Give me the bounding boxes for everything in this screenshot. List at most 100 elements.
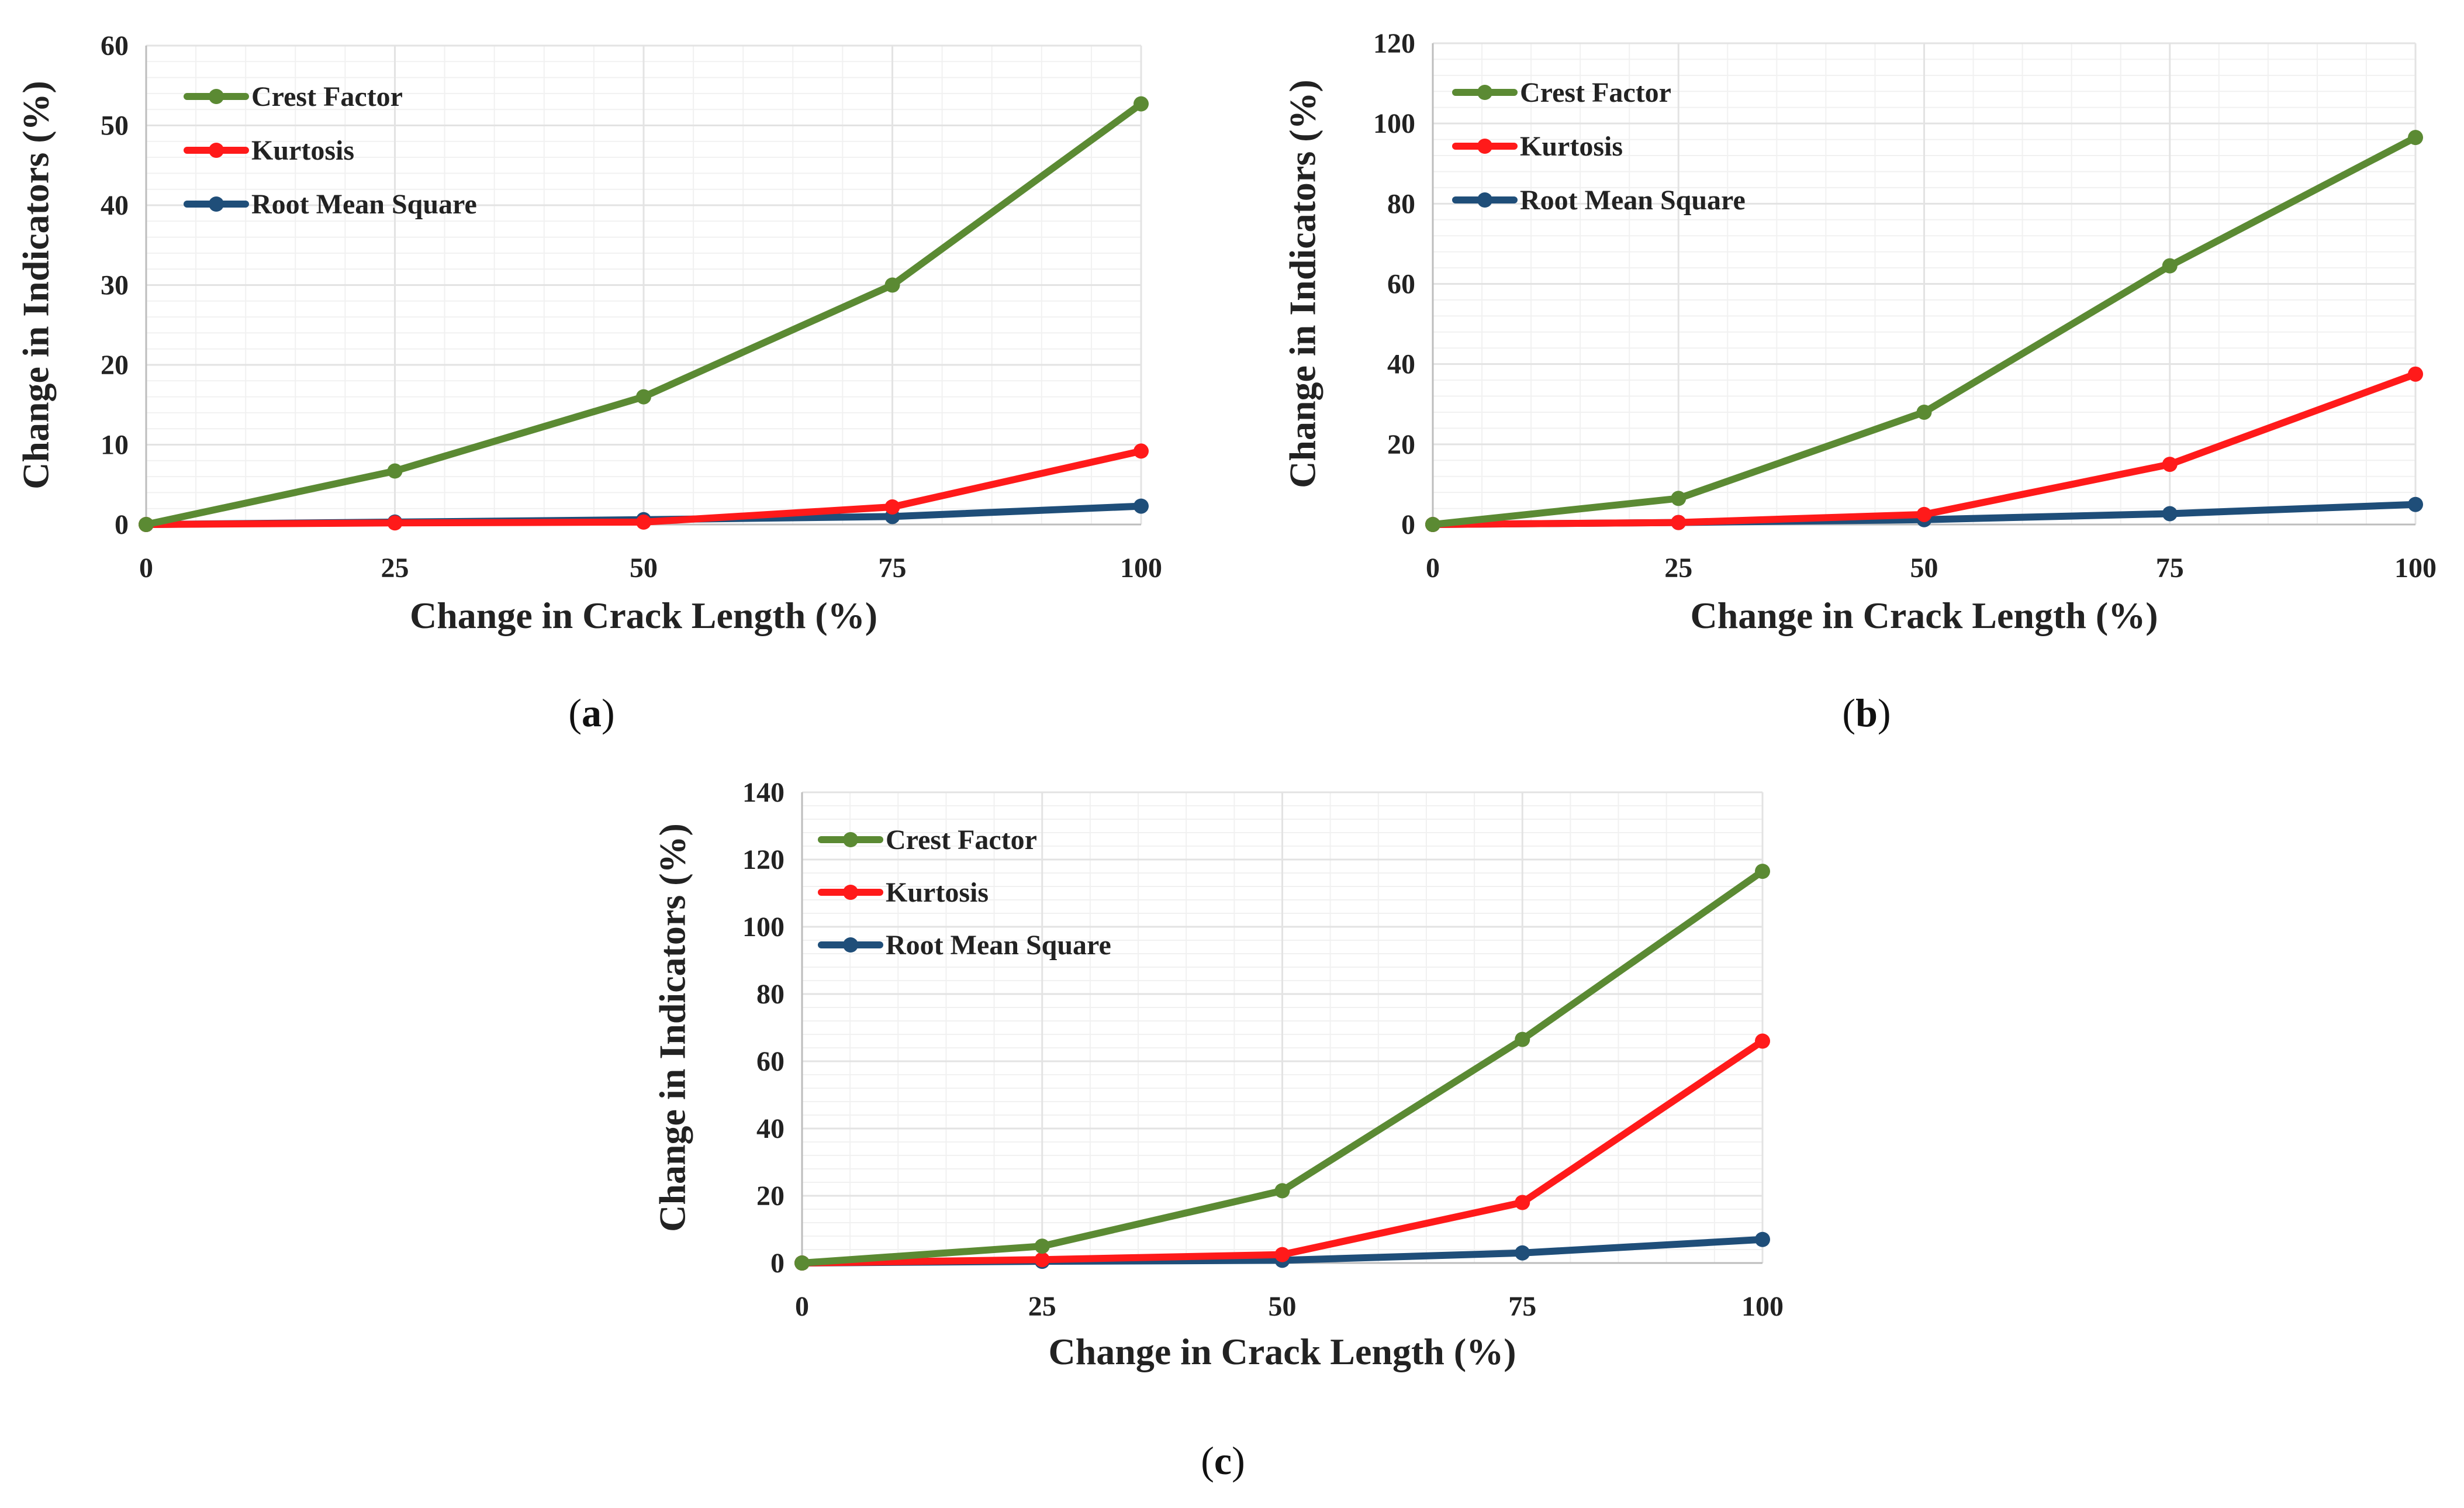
data-point [1515,1245,1530,1261]
legend-label: Kurtosis [1520,131,1623,162]
x-tick-label: 50 [630,553,658,584]
x-tick-label: 25 [1664,553,1692,584]
data-point [1671,515,1687,530]
data-point [387,463,403,479]
y-tick-label: 40 [1387,349,1415,380]
data-point [2162,506,2178,522]
legend-swatch-marker [209,196,224,212]
y-tick-label: 80 [756,979,785,1010]
legend-item: Root Mean Square [1452,185,1746,216]
legend-item: Root Mean Square [818,930,1111,961]
y-tick-label: 20 [101,350,129,381]
series-kurtosis [139,443,1149,532]
y-tick-label: 40 [101,190,129,221]
series-crest-factor [139,96,1149,532]
legend: Crest Factor Kurtosis Root Mean Square [1452,77,1746,216]
chart-a: 0 10 20 30 40 50 60 0 25 50 75 100 Change in Crack L… [15,30,1162,735]
x-tick-label: 100 [2394,553,2437,584]
legend-item: Crest Factor [818,824,1037,855]
x-tick-label: 75 [879,553,907,584]
y-tick-label: 100 [742,912,785,943]
chart-b: 0 20 40 60 80 100 120 0 25 50 75 100 Change in Crack… [1282,28,2437,735]
data-point [1274,1183,1290,1199]
legend-swatch-marker [1477,192,1492,208]
data-point [1133,96,1149,112]
y-tick-label: 0 [770,1248,785,1279]
data-point [139,517,154,532]
data-point [2408,496,2423,512]
panel-label: (a) [568,691,614,735]
legend-swatch-marker [843,937,858,953]
panel-label-letter: b [1855,691,1878,735]
x-tick-label: 100 [1741,1291,1784,1322]
data-point [1034,1252,1050,1268]
x-tick-label: 0 [1426,553,1440,584]
y-tick-label: 60 [1387,269,1415,300]
panel-label-letter: c [1214,1438,1232,1483]
y-tick-label: 100 [1373,108,1415,139]
legend-item: Crest Factor [184,81,403,112]
y-tick-label: 10 [101,430,129,461]
legend-swatch-marker [1477,85,1492,100]
legend-item: Kurtosis [184,135,354,166]
data-point [1916,506,1932,522]
data-point [1274,1247,1290,1262]
data-point [2408,130,2423,146]
data-point [1755,1231,1770,1247]
data-point [1034,1238,1050,1254]
y-tick-label: 0 [115,509,129,540]
legend-label: Root Mean Square [251,189,477,220]
x-tick-label: 0 [139,553,153,584]
panel-label-letter: a [582,691,602,735]
legend-item: Kurtosis [1452,131,1623,162]
x-tick-label: 0 [795,1291,809,1322]
data-point [884,499,900,515]
x-tick-label: 50 [1269,1291,1297,1322]
x-tick-label: 75 [2156,553,2184,584]
x-tick-label: 100 [1120,553,1162,584]
y-tick-label: 120 [1373,28,1415,59]
data-point [1425,517,1440,532]
y-tick-label: 0 [1401,509,1415,540]
data-point [2162,258,2178,274]
legend: Crest Factor Kurtosis Root Mean Square [818,824,1111,961]
data-point [636,514,651,530]
x-axis-title: Change in Crack Length (%) [410,595,877,636]
series-crest-factor [794,864,1770,1271]
y-axis-title: Change in Indicators (%) [1282,80,1323,488]
y-tick-label: 50 [101,111,129,142]
legend: Crest Factor Kurtosis Root Mean Square [184,81,477,220]
legend-label: Kurtosis [886,877,989,908]
x-axis-title: Change in Crack Length (%) [1690,595,2158,636]
panel-label: (b) [1842,691,1891,735]
legend-swatch-marker [843,885,858,900]
legend-label: Crest Factor [251,81,403,112]
legend-swatch-marker [1477,139,1492,154]
chart-c: 0 20 40 60 80 100 120 140 0 25 50 75 100 Change in Cr… [652,777,1784,1483]
legend-label: Root Mean Square [1520,185,1746,216]
data-point [2162,457,2178,472]
data-point [387,515,403,531]
legend-swatch-marker [209,89,224,104]
y-tick-label: 80 [1387,188,1415,219]
legend-swatch-marker [843,832,858,847]
y-tick-label: 60 [101,30,129,61]
data-point [1755,1033,1770,1049]
y-axis-title: Change in Indicators (%) [15,81,57,489]
y-axis-title: Change in Indicators (%) [652,823,693,1232]
legend-label: Crest Factor [886,824,1037,855]
data-point [2408,366,2423,382]
y-tick-label: 20 [756,1181,785,1212]
y-tick-label: 60 [756,1046,785,1077]
data-point [1916,404,1932,420]
x-axis-title: Change in Crack Length (%) [1048,1331,1516,1372]
data-point [1133,443,1149,459]
legend-label: Kurtosis [251,135,354,166]
legend-label: Crest Factor [1520,77,1671,108]
data-point [884,277,900,293]
legend-item: Kurtosis [818,877,989,908]
y-tick-label: 120 [742,844,785,875]
data-point [1133,498,1149,514]
data-point [636,389,651,405]
